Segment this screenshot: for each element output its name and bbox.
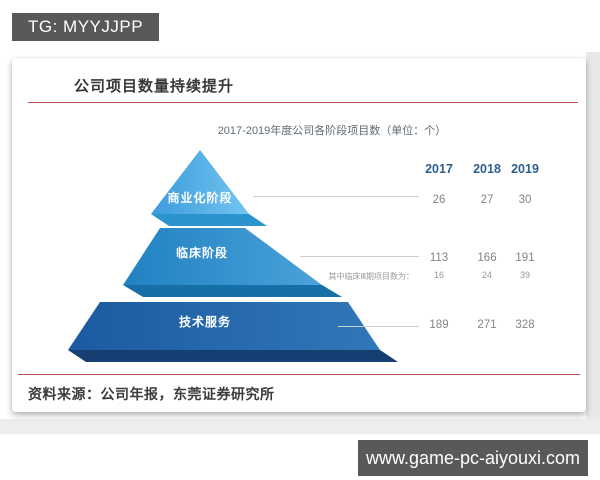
pyramid-middle-edge: [123, 285, 342, 297]
sub-value-phase3-2018: 24: [481, 270, 492, 280]
year-header-2019: 2019: [511, 162, 539, 176]
value-commercial-2018: 27: [480, 194, 494, 206]
chart-title: 2017-2019年度公司各阶段项目数（单位：个）: [217, 125, 447, 137]
value-clinical-2019: 191: [515, 252, 535, 264]
pyramid-top-label: 商业化阶段: [167, 190, 232, 205]
pyramid-middle-face: [123, 228, 322, 285]
sub-row-label: 其中临床Ⅲ期项目数为：: [328, 272, 414, 281]
value-clinical-2018: 166: [477, 252, 497, 264]
pyramid-middle-label: 临床阶段: [176, 245, 228, 260]
pyramid-chart: 商业化阶段 临床阶段 技术服务: [68, 150, 398, 362]
connector-line-commercial: [253, 196, 419, 197]
slide-title: 公司项目数量持续提升: [74, 78, 235, 95]
value-commercial-2017: 26: [432, 194, 446, 206]
year-header-2017: 2017: [425, 162, 453, 176]
pyramid-top-face: [151, 150, 249, 214]
value-clinical-2017: 113: [429, 252, 449, 264]
pyramid-bottom-face: [68, 302, 380, 350]
watermark-badge: www.game-pc-aiyouxi.com: [358, 440, 588, 476]
tg-badge: TG: MYYJJPP: [12, 13, 160, 41]
pyramid-bottom-label: 技术服务: [179, 314, 231, 329]
report-slide: 公司项目数量持续提升 2017-2019年度公司各阶段项目数（单位：个） 商业化…: [12, 58, 586, 412]
connector-line-services: [338, 326, 419, 327]
footer-divider: [18, 374, 580, 375]
title-divider: [28, 102, 578, 103]
connector-line-clinical: [300, 256, 419, 257]
pyramid-top-edge: [151, 214, 267, 226]
value-services-2017: 189: [429, 319, 449, 331]
value-commercial-2019: 30: [518, 194, 532, 206]
background-strip-right: [586, 52, 600, 434]
value-services-2019: 328: [515, 319, 535, 331]
sub-value-phase3-2019: 39: [519, 270, 530, 280]
year-header-2018: 2018: [473, 162, 501, 176]
pyramid-bottom-edge: [68, 350, 398, 362]
sub-value-phase3-2017: 16: [433, 270, 444, 280]
value-services-2018: 271: [477, 319, 497, 331]
background-band-bottom: [0, 419, 600, 434]
source-note: 资料来源：公司年报，东莞证券研究所: [28, 386, 275, 402]
